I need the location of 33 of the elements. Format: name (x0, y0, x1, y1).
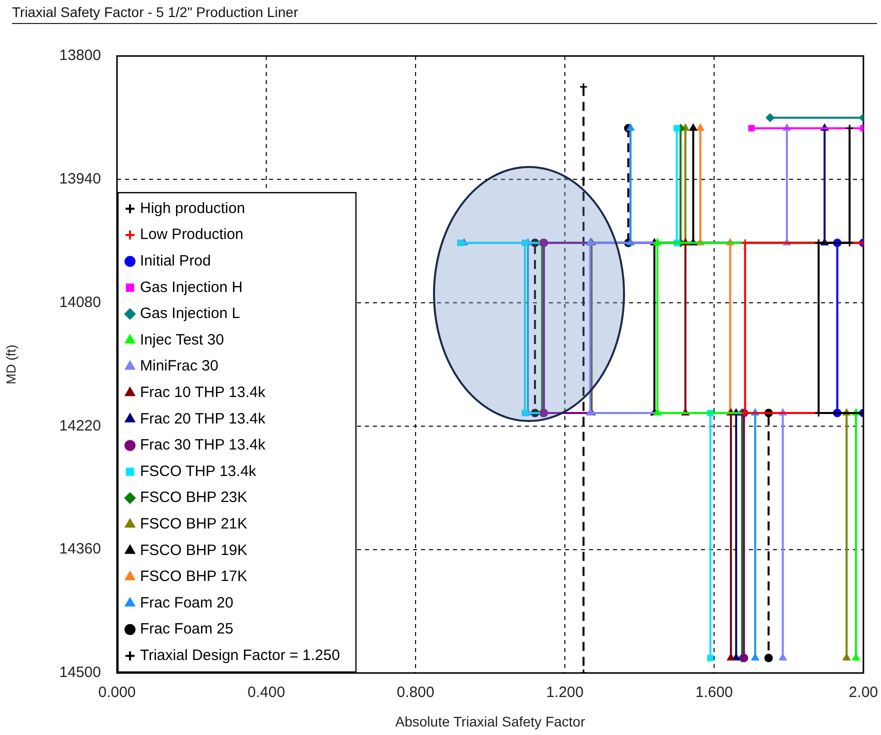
chart-title: Triaxial Safety Factor - 5 1/2" Production Liner (12, 4, 877, 24)
legend-label: FSCO BHP 21K (140, 515, 248, 532)
x-tick-label: 0.800 (396, 684, 434, 702)
x-axis-title: Absolute Triaxial Safety Factor (395, 713, 586, 730)
y-tick-label: 14500 (59, 664, 101, 682)
legend-label: FSCO BHP 19K (140, 542, 248, 559)
legend-label: Triaxial Design Factor = 1.250 (140, 646, 340, 664)
x-tick-label: 0.000 (98, 684, 136, 702)
legend-label: Frac Foam 25 (140, 620, 234, 638)
legend-label: MiniFrac 30 (140, 358, 218, 375)
x-tick-label: 2.00 (848, 684, 878, 702)
legend-label: Low Production (140, 226, 244, 244)
y-tick-label: 13940 (59, 170, 101, 188)
legend-label: FSCO BHP 23K (140, 489, 248, 506)
x-tick-label: 1.200 (546, 684, 584, 702)
legend-label: FSCO BHP 17K (140, 568, 248, 586)
x-tick-label: 1.600 (695, 684, 733, 702)
y-tick-label: 13800 (59, 47, 101, 64)
legend-label: Frac 30 THP 13.4k (140, 436, 266, 454)
legend-label: Frac Foam 20 (140, 594, 234, 612)
y-tick-label: 14360 (59, 540, 101, 558)
y-tick-label: 14220 (59, 417, 101, 434)
y-axis-title: MD (ft) (3, 344, 18, 384)
legend-label: Gas Injection H (140, 278, 243, 296)
legend-label: Gas Injection L (140, 305, 240, 322)
legend-label: Initial Prod (140, 252, 211, 270)
legend-label: Frac 20 THP 13.4k (140, 410, 266, 428)
x-tick-label: 0.400 (248, 684, 286, 702)
legend-label: FSCO THP 13.4k (140, 462, 257, 480)
legend-label: Frac 10 THP 13.4k (140, 384, 266, 401)
legend-label: Injec Test 30 (140, 331, 224, 348)
legend-label: High production (140, 200, 246, 217)
y-tick-label: 14080 (59, 294, 101, 311)
